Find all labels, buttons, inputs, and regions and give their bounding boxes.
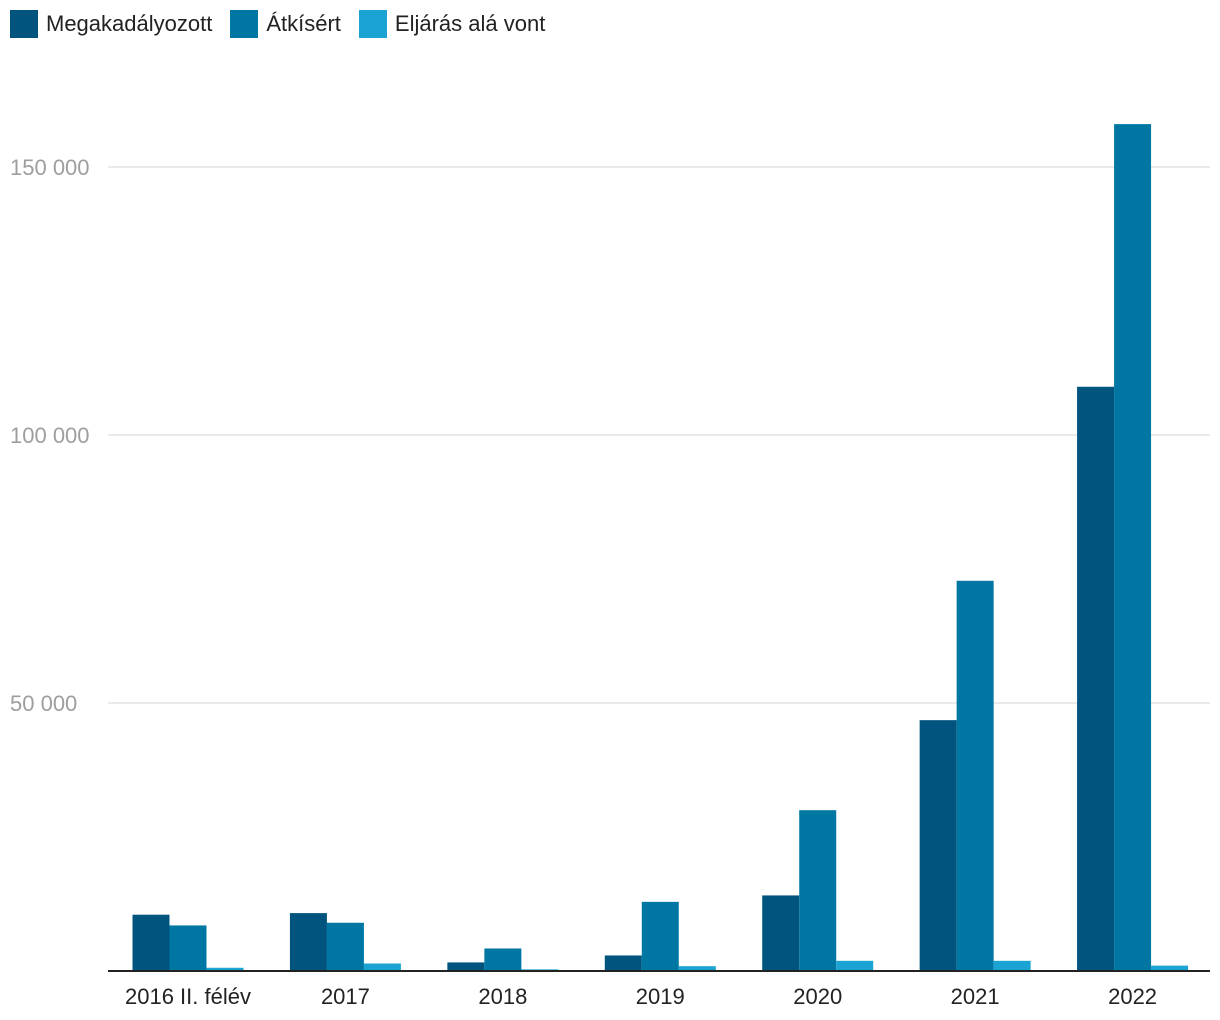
bar [447,962,485,971]
bar [484,948,522,971]
x-tick-label: 2021 [951,984,1000,1009]
bar [1077,386,1115,971]
y-tick-label: 150 000 [10,155,90,180]
bar [919,720,957,971]
y-tick-label: 100 000 [10,423,90,448]
bar [132,914,170,971]
bar [326,922,364,971]
x-tick-label: 2016 II. félév [125,984,251,1009]
bar [169,925,207,971]
bar [762,895,800,971]
bar [1151,965,1189,971]
bar [836,960,874,971]
x-tick-label: 2018 [478,984,527,1009]
bar [604,955,642,971]
legend-item-atkisert: Átkísért [230,10,341,38]
legend-swatch [10,10,38,38]
bar [206,967,244,971]
x-tick-label: 2017 [321,984,370,1009]
bar [678,966,716,971]
bar [289,913,327,971]
bar [1114,124,1152,972]
legend-swatch [230,10,259,38]
legend: Megakadályozott Átkísért Eljárás alá von… [10,10,545,38]
bar [641,901,679,971]
legend-label: Átkísért [266,11,341,36]
y-tick-label: 50 000 [10,691,77,716]
legend-swatch [358,10,387,38]
x-tick-label: 2022 [1108,984,1157,1009]
legend-label: Megakadályozott [46,11,213,36]
bar [799,810,837,971]
x-tick-label: 2020 [793,984,842,1009]
bar [956,580,994,971]
bar [993,960,1031,971]
legend-item-eljaras-ala-vont: Eljárás alá vont [358,10,546,38]
legend-item-megakadalyozott: Megakadályozott [10,10,212,38]
bar [363,963,401,971]
legend-label: Eljárás alá vont [394,11,546,36]
x-tick-label: 2019 [636,984,685,1009]
